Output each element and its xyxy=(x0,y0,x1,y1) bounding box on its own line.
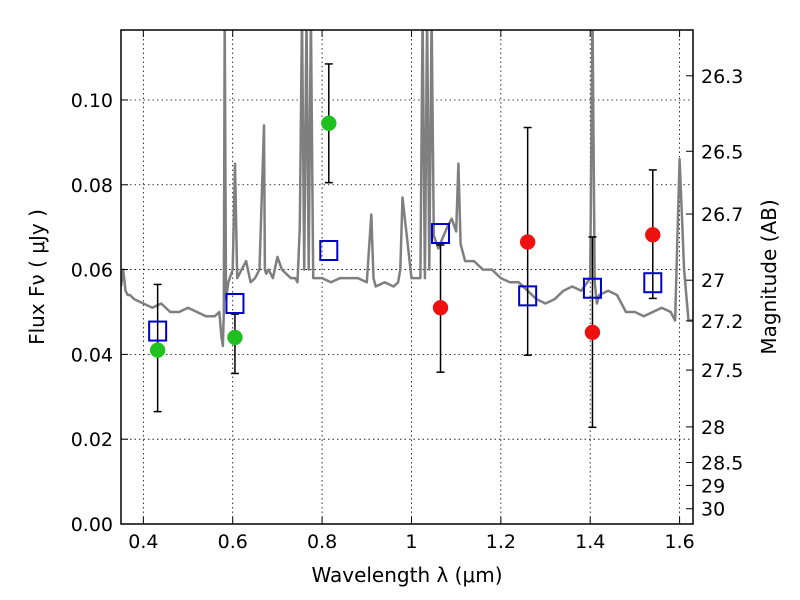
red-data-point xyxy=(584,324,601,341)
red-data-point xyxy=(519,234,536,250)
red-data-point xyxy=(432,299,449,316)
plot-layer xyxy=(121,30,693,429)
y-tick-label: 0.00 xyxy=(71,514,113,536)
x-tick-label: 0.8 xyxy=(307,531,337,553)
spectrum-line xyxy=(121,30,693,348)
x-axis-label: Wavelength λ (μm) xyxy=(311,563,502,587)
right-tick-label: 27 xyxy=(701,270,725,292)
y-tick-label: 0.06 xyxy=(71,260,113,282)
y-tick-label: 0.08 xyxy=(71,175,113,197)
x-tick-label: 1 xyxy=(405,531,417,553)
x-tick-label: 0.6 xyxy=(218,531,248,553)
right-tick-label: 26.7 xyxy=(701,204,743,226)
right-tick-label: 28.5 xyxy=(701,453,743,475)
model-square xyxy=(582,277,602,299)
right-tick-label: 29 xyxy=(701,475,725,497)
model-square xyxy=(148,320,168,342)
model-square xyxy=(643,272,663,294)
model-square xyxy=(518,285,538,307)
right-tick-label: 28 xyxy=(701,417,725,439)
red-data-point xyxy=(645,227,661,243)
y-tick-label: 0.04 xyxy=(71,344,113,366)
right-axis-label: Magnitude (AB) xyxy=(757,199,781,354)
x-tick-label: 1.4 xyxy=(575,531,605,553)
right-tick-label: 27.5 xyxy=(701,360,743,382)
green-data-point xyxy=(321,115,337,132)
green-data-point xyxy=(149,342,166,358)
x-tick-label: 1.2 xyxy=(486,531,516,553)
right-tick-label: 26.3 xyxy=(701,66,743,88)
x-tick-label: 0.4 xyxy=(128,531,158,553)
x-tick-label: 1.6 xyxy=(664,531,694,553)
model-square xyxy=(319,239,339,261)
right-tick-label: 27.2 xyxy=(701,311,743,333)
model-square xyxy=(431,223,451,245)
y-tick-label: 0.10 xyxy=(71,90,113,112)
grid-layer xyxy=(121,30,693,525)
model-square xyxy=(225,293,245,315)
green-data-point xyxy=(227,329,243,346)
y-tick-label: 0.02 xyxy=(71,429,113,451)
right-tick-label: 26.5 xyxy=(701,141,743,163)
tick-layer: 0.4 0.6 0.8 1 1.2 1.4 1.6 0.00 0.02 0.04 0.06 0.08 0… xyxy=(71,30,743,553)
axes-frame xyxy=(120,29,694,525)
y-axis-label: Flux Fν ( μJy ) xyxy=(25,209,49,345)
right-tick-label: 30 xyxy=(701,499,725,521)
